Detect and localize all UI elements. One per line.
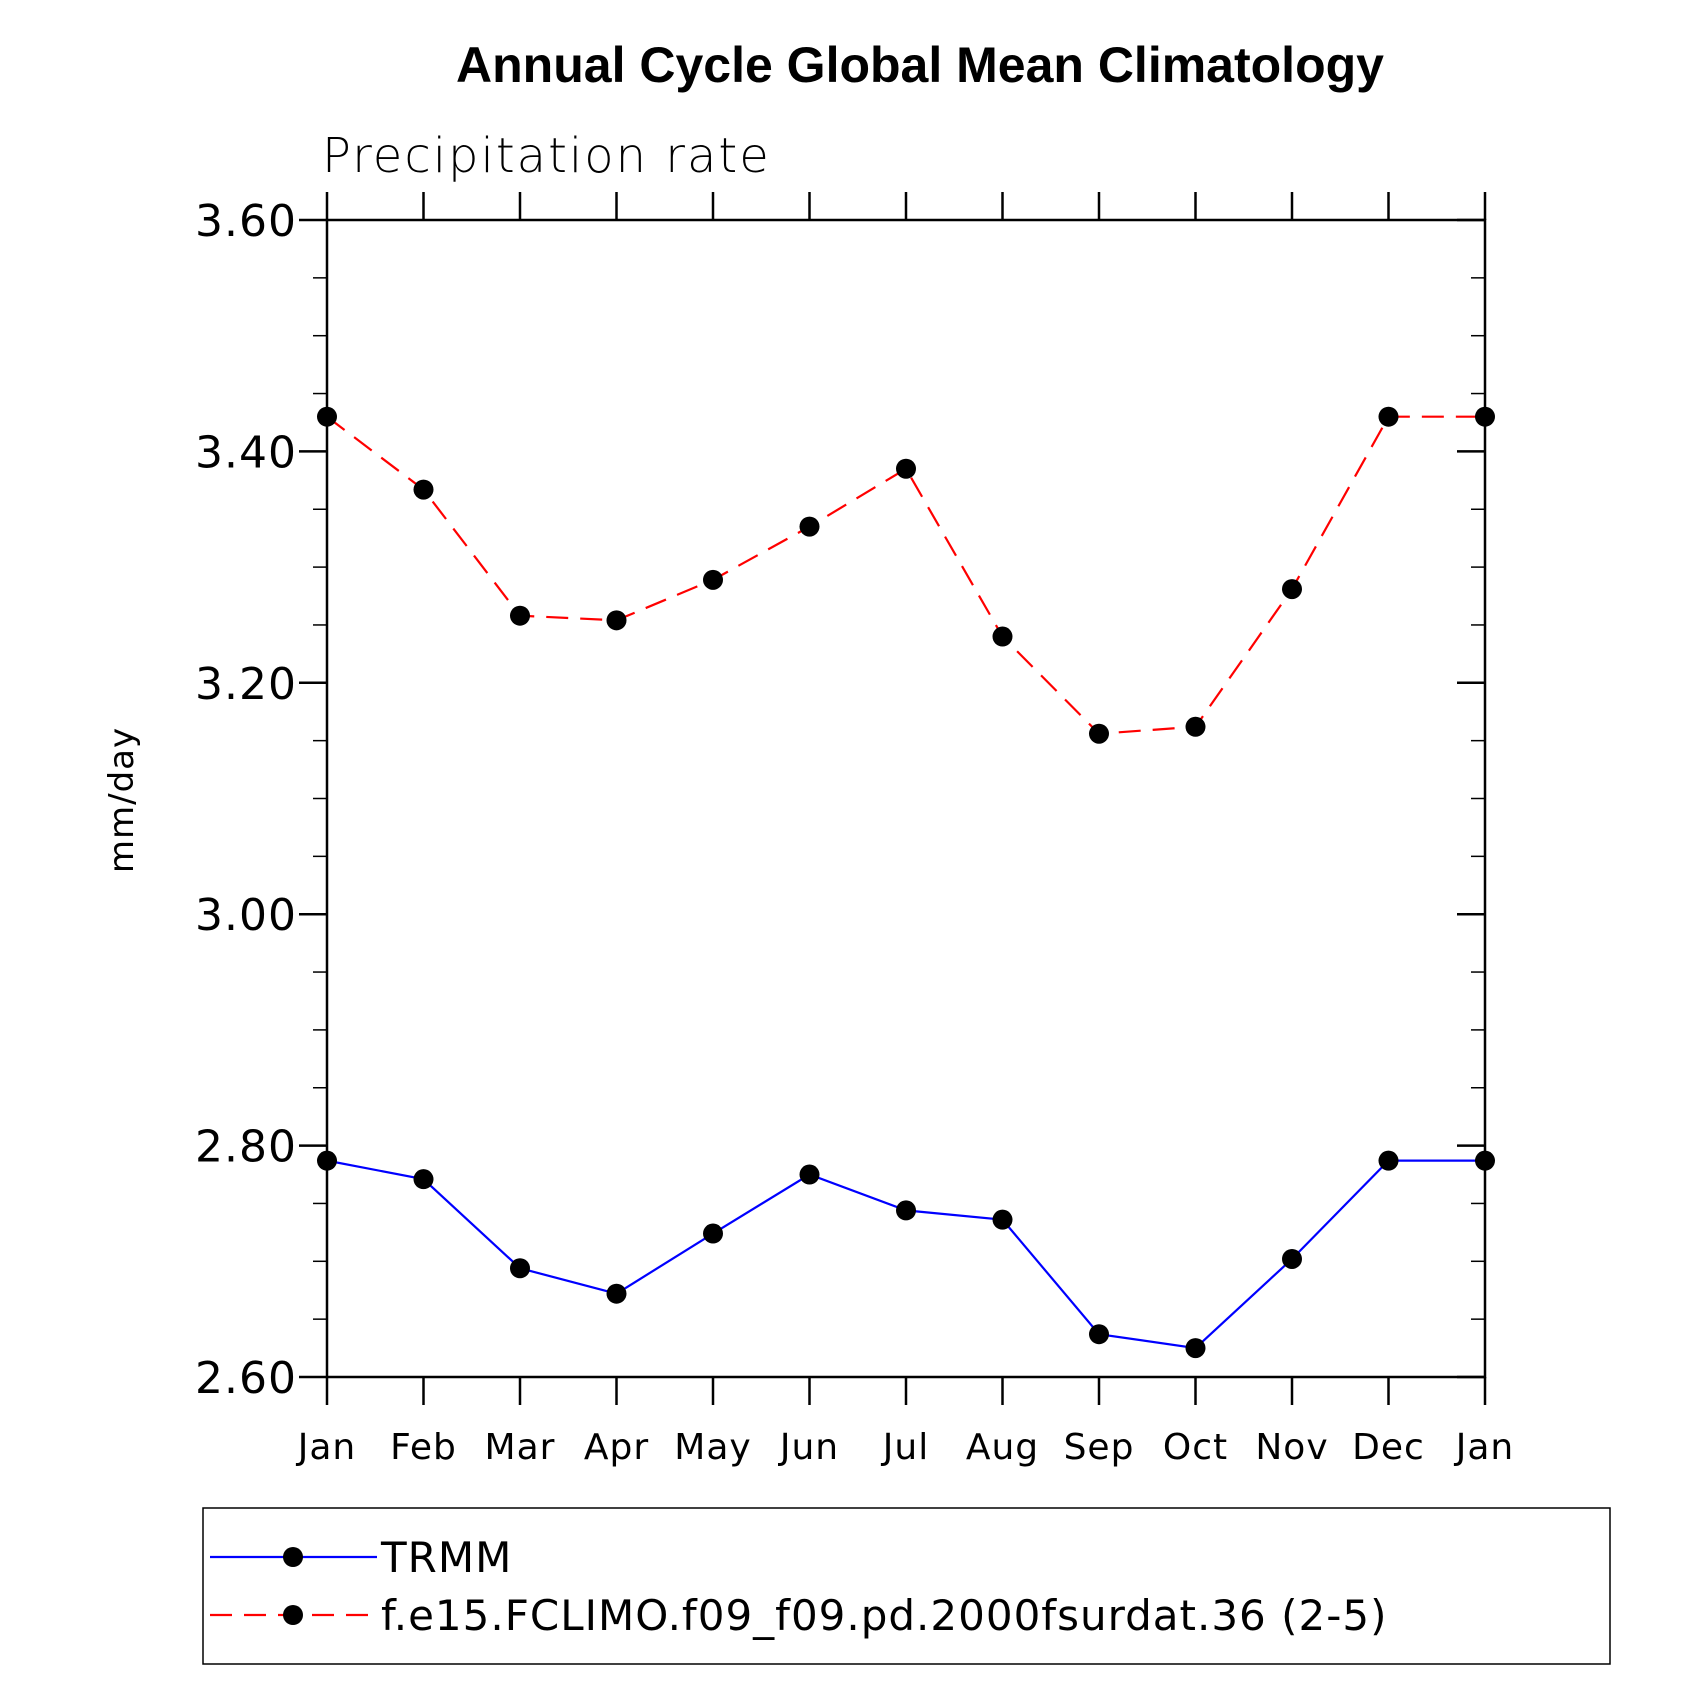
legend: TRMM f.e15.FCLIMO.f09_f09.pd.2000fsurdat.…: [202, 1507, 1611, 1665]
data-point: [703, 1223, 723, 1244]
data-point: [799, 516, 820, 537]
x-tick-label: Aug: [966, 1427, 1039, 1468]
chart-subtitle: Precipitation rate: [322, 128, 771, 184]
x-tick-label: Oct: [1163, 1427, 1228, 1468]
y-tick-label: 3.00: [195, 890, 297, 941]
x-tick-label: May: [674, 1427, 751, 1468]
data-point: [992, 626, 1013, 647]
y-axis-label: mm/day: [102, 727, 142, 873]
data-point: [317, 406, 337, 427]
legend-label: TRMM: [380, 1533, 512, 1582]
y-tick-label: 2.60: [195, 1353, 297, 1404]
y-tick-label: 2.80: [195, 1122, 297, 1173]
data-point: [1185, 716, 1206, 737]
x-tick-label: Jun: [778, 1427, 839, 1468]
y-tick-label: 3.20: [195, 659, 297, 710]
series-model: [317, 406, 1495, 744]
data-point: [703, 569, 723, 590]
data-point: [1089, 723, 1109, 744]
data-point: [413, 479, 434, 500]
x-tick-label: Feb: [390, 1427, 457, 1468]
data-point: [606, 610, 627, 631]
x-tick-label: Jul: [881, 1427, 929, 1468]
y-tick-label: 3.60: [195, 196, 297, 247]
x-tick-label: Apr: [584, 1427, 649, 1468]
legend-label: f.e15.FCLIMO.f09_f09.pd.2000fsurdat.36 (…: [381, 1591, 1388, 1640]
data-point: [1475, 1150, 1495, 1171]
data-point: [1378, 1150, 1399, 1171]
data-point: [1282, 579, 1302, 600]
x-tick-label: Dec: [1352, 1427, 1425, 1468]
data-point: [799, 1164, 820, 1185]
x-tick-label: Jan: [1454, 1427, 1515, 1468]
data-point: [992, 1209, 1013, 1230]
chart-title: Annual Cycle Global Mean Climatology: [456, 37, 1384, 93]
data-point: [1185, 1338, 1206, 1359]
data-point: [510, 1258, 530, 1279]
x-tick-label: Nov: [1255, 1427, 1328, 1468]
data-point: [510, 605, 530, 626]
data-point: [1378, 406, 1399, 427]
data-point: [896, 458, 916, 479]
data-point: [896, 1200, 916, 1221]
legend-marker: [283, 1547, 303, 1567]
series-trmm: [317, 1150, 1495, 1359]
data-point: [413, 1169, 434, 1190]
legend-marker: [283, 1605, 303, 1625]
y-tick-label: 3.40: [195, 427, 297, 478]
data-point: [1475, 406, 1495, 427]
y-axis-ticks: 2.60 2.80 3.00 3.20 3.40 3.60: [195, 196, 1485, 1404]
legend-box: [202, 1507, 1611, 1665]
series-layer: [317, 406, 1495, 1359]
data-point: [317, 1150, 337, 1171]
data-point: [1282, 1248, 1302, 1269]
x-tick-label: Jan: [296, 1427, 357, 1468]
data-point: [606, 1283, 627, 1304]
x-tick-label: Sep: [1064, 1427, 1135, 1468]
x-tick-label: Mar: [485, 1427, 556, 1468]
series-line: [326, 1159, 1485, 1350]
data-point: [1089, 1324, 1109, 1345]
x-axis-ticks: Jan Feb Mar Apr May Jun Jul Aug Sep Oct Nov Dec Jan: [296, 192, 1515, 1468]
